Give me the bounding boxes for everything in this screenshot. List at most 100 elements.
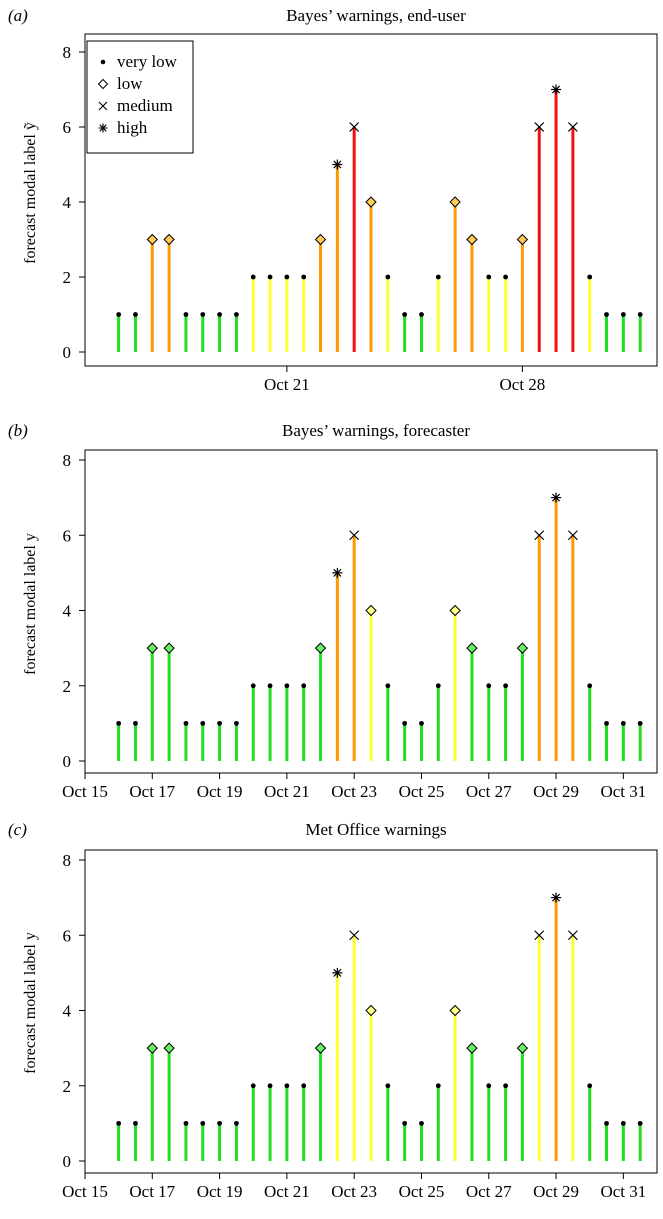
medium-marker <box>534 930 545 941</box>
very-low-marker <box>435 274 441 280</box>
very-low-marker <box>217 1120 222 1126</box>
x-tick-label: Oct 27 <box>466 782 512 801</box>
low-marker <box>365 196 377 208</box>
medium-marker <box>534 530 545 541</box>
low-marker <box>163 233 175 246</box>
very-low-marker <box>402 1120 408 1126</box>
y-tick-label: 2 <box>63 677 72 696</box>
x-tick-label: Oct 29 <box>533 1182 579 1201</box>
very-low-marker <box>284 683 290 689</box>
very-low-marker <box>402 312 408 317</box>
very-low-marker <box>301 683 307 689</box>
panel-c-tag: (c) <box>8 820 27 839</box>
very-low-marker <box>587 1083 593 1089</box>
legend-label-medium: medium <box>117 96 173 115</box>
very-low-marker <box>385 274 391 280</box>
very-low-marker <box>183 312 189 317</box>
plot-frame <box>84 849 658 1174</box>
very-low-marker <box>486 274 492 280</box>
very-low-marker <box>385 683 391 689</box>
very-low-marker <box>419 312 424 317</box>
very-low-marker <box>250 1083 256 1089</box>
medium-marker <box>349 530 360 541</box>
very-low-marker <box>116 312 122 317</box>
very-low-marker <box>385 1083 391 1089</box>
very-low-marker <box>116 720 122 726</box>
y-tick-label: 0 <box>63 752 72 771</box>
panel-a-marks <box>116 84 643 352</box>
x-tick-label: Oct 17 <box>129 782 175 801</box>
very-low-marker <box>183 1120 189 1126</box>
medium-marker <box>567 530 578 541</box>
very-low-marker <box>604 1120 609 1126</box>
very-low-marker <box>637 312 643 317</box>
legend-label-very-low: very low <box>117 52 178 71</box>
x-tick-label: Oct 31 <box>600 782 646 801</box>
x-tick-label: Oct 21 <box>264 375 310 394</box>
x-tick-label: Oct 25 <box>399 1182 445 1201</box>
panel-c: (c) Met Office warnings forecast modal l… <box>8 820 658 1201</box>
panel-b-marks <box>116 492 643 761</box>
very-low-marker <box>200 1120 206 1126</box>
plot-frame <box>84 33 658 367</box>
low-marker <box>146 233 159 246</box>
low-marker <box>163 1042 175 1054</box>
low-marker <box>314 642 327 654</box>
x-tick-label: Oct 25 <box>399 782 445 801</box>
x-tick-label: Oct 15 <box>62 1182 108 1201</box>
very-low-marker <box>486 1083 492 1089</box>
y-tick-label: 2 <box>63 268 72 287</box>
panel-c-axes: 0 2 4 6 8 Oct 15 Oct 17 Oct 19 Oct 21 Oct 23 Oct 2… <box>62 849 658 1201</box>
very-low-marker <box>620 1120 626 1126</box>
y-tick-label: 8 <box>63 851 72 870</box>
plot-frame <box>84 449 658 774</box>
low-marker <box>365 604 377 617</box>
very-low-marker <box>620 720 626 726</box>
medium-marker <box>567 930 578 941</box>
very-low-marker <box>419 1120 424 1126</box>
panel-c-title: Met Office warnings <box>305 820 446 839</box>
low-marker <box>466 1042 478 1054</box>
very-low-marker <box>284 274 290 280</box>
very-low-marker <box>402 720 408 726</box>
very-low-marker <box>234 720 239 726</box>
legend-item-high: high <box>98 118 148 137</box>
x-tick-label: Oct 31 <box>600 1182 646 1201</box>
x-tick-label: Oct 21 <box>264 1182 310 1201</box>
very-low-marker <box>604 720 609 726</box>
x-tick-label: Oct 19 <box>197 1182 243 1201</box>
legend-label-low: low <box>117 74 143 93</box>
panel-a-ylabel: forecast modal label ỹ <box>22 122 39 264</box>
low-marker <box>314 233 327 246</box>
very-low-marker <box>200 720 206 726</box>
low-marker <box>163 642 175 654</box>
y-tick-label: 4 <box>63 602 72 621</box>
very-low-marker <box>234 312 239 317</box>
panel-c-marks <box>116 892 643 1161</box>
legend-label-high: high <box>117 118 148 137</box>
very-low-marker <box>301 274 307 280</box>
very-low-marker <box>267 683 273 689</box>
legend-star-icon <box>98 123 108 133</box>
x-tick-label: Oct 28 <box>500 375 546 394</box>
x-tick-label: Oct 19 <box>197 782 243 801</box>
legend-item-medium: medium <box>98 96 173 115</box>
very-low-marker <box>587 274 593 280</box>
legend-item-very-low: very low <box>100 52 178 71</box>
medium-marker <box>534 122 545 132</box>
very-low-marker <box>637 1120 643 1126</box>
panel-a-axes: 0 2 4 6 8 Oct 21 Oct 28 <box>63 33 658 394</box>
y-tick-label: 6 <box>63 118 72 137</box>
very-low-marker <box>250 274 256 280</box>
very-low-marker <box>200 312 206 317</box>
y-tick-label: 6 <box>63 926 72 945</box>
very-low-marker <box>250 683 256 689</box>
x-tick-label: Oct 17 <box>129 1182 175 1201</box>
low-marker <box>146 642 159 654</box>
legend-box <box>86 40 194 154</box>
very-low-marker <box>217 720 222 726</box>
y-tick-label: 4 <box>63 193 72 212</box>
legend-cross-icon <box>98 101 108 111</box>
panel-b-axes: 0 2 4 6 8 Oct 15 Oct 17 Oct 19 Oct 21 Oct 23 Oct 2… <box>62 449 658 801</box>
